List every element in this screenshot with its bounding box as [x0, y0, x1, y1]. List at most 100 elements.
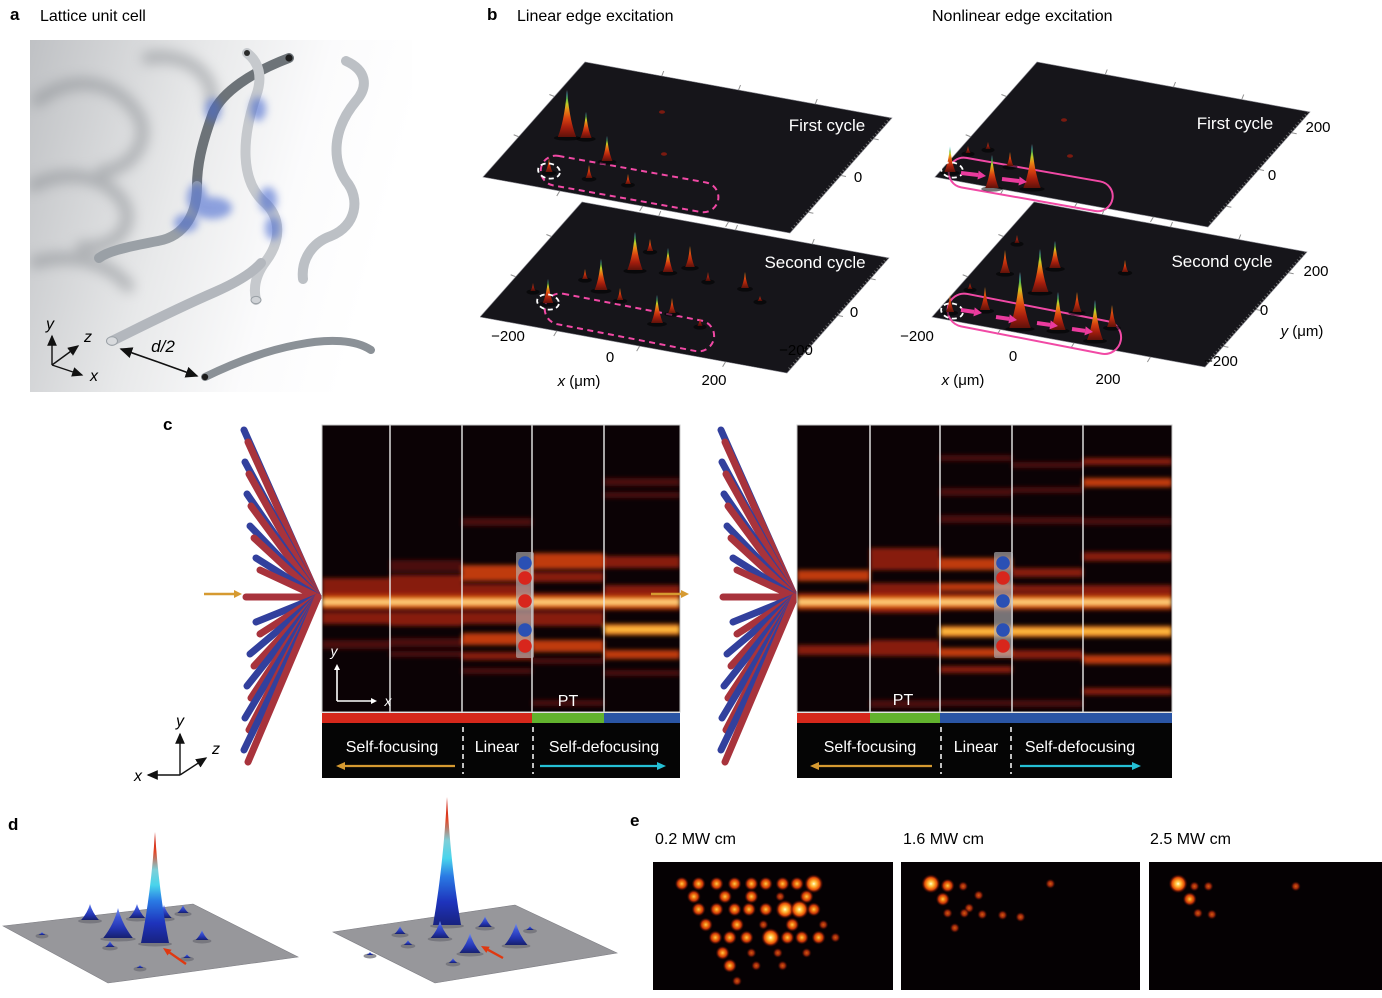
peak-shadow — [541, 170, 557, 176]
lattice-site-dot — [949, 922, 960, 933]
transport-arrow-head — [1084, 326, 1093, 336]
lattice-site-dot — [744, 876, 759, 891]
peak-shadow — [526, 289, 540, 295]
panel-a-label: a — [10, 5, 20, 24]
intensity-peak — [757, 296, 763, 301]
intensity-peak — [945, 295, 955, 312]
transport-arrow-head — [1018, 176, 1027, 186]
plane-tick — [636, 345, 641, 352]
site-dot-red — [996, 639, 1010, 653]
lattice-site-dot — [1189, 881, 1200, 892]
plane-tick — [1146, 356, 1151, 363]
surface-peak — [177, 905, 189, 913]
heatmap-border — [796, 424, 1173, 713]
lattice-site-dot — [742, 902, 756, 917]
heatmap-band — [532, 658, 604, 664]
intensity-peak — [1087, 300, 1103, 340]
plot-linear-first-cycle: First cycle 0 — [482, 61, 893, 234]
nonlinearity-bar-green — [870, 713, 940, 723]
intensity-peak — [646, 239, 654, 251]
lattice-site-dot — [1206, 909, 1217, 920]
intensity-dot — [661, 152, 667, 156]
surface-peak — [478, 916, 492, 927]
surface-peak — [459, 933, 481, 953]
peak-shadow — [1117, 270, 1133, 276]
heatmap-band-core — [604, 627, 680, 632]
plane-tick — [1170, 221, 1173, 228]
waveguide-fan — [240, 426, 322, 766]
power-scan-images — [653, 862, 1382, 990]
lattice-site-dot — [959, 908, 970, 919]
plot-linear-second-cycle: Second cycle 0 −200 −200 0 200 x (μm) — [480, 201, 890, 390]
intensity-peak — [1014, 235, 1020, 243]
lattice-site-dot — [746, 947, 757, 958]
axis-c-y-label: y — [175, 713, 185, 730]
intensity-peak — [616, 288, 624, 300]
lattice-site-dot — [718, 889, 732, 904]
heatmap-band — [1012, 487, 1083, 493]
surface-peak — [81, 904, 99, 920]
heatmap-band — [940, 648, 1012, 657]
plane-fringe — [791, 117, 891, 230]
peak-shadow — [35, 933, 49, 939]
transport-arrow — [960, 308, 975, 314]
x-tick-label: 200 — [701, 372, 726, 389]
heatmap-band — [322, 578, 390, 596]
transport-arrow-head — [1049, 320, 1058, 330]
heatmap-band — [1012, 650, 1083, 659]
lattice-site-dot — [691, 876, 706, 891]
panel-e-caption-3: 2.5 MW cm — [1150, 831, 1231, 848]
heatmap-band — [390, 612, 462, 626]
heatmap-band — [1083, 552, 1172, 561]
heatmap-band — [390, 651, 462, 657]
excitation-site-arrow-head — [481, 946, 490, 953]
intensity-peak — [542, 279, 554, 303]
heatmap-band — [870, 700, 940, 708]
heatmap-x-label: x — [384, 693, 393, 709]
plane-tick — [546, 234, 552, 237]
lattice-site-dot — [775, 876, 790, 891]
lattice-site-dot — [686, 889, 701, 904]
heatmap-band — [1083, 458, 1172, 465]
y-tick-label: −200 — [1204, 353, 1238, 370]
nonlinearity-bar-red — [322, 713, 532, 723]
tube-end-caps — [106, 50, 293, 381]
cycle-label: Second cycle — [1171, 252, 1272, 271]
intensity-peak — [965, 146, 971, 153]
lattice-site-dot — [973, 890, 984, 901]
surface-peak — [394, 926, 406, 934]
heatmap-band — [1083, 518, 1172, 525]
intensity-peak — [1049, 241, 1061, 268]
heatmap-band — [797, 570, 870, 581]
lattice-site-dot — [1015, 912, 1026, 923]
intensity-peak — [979, 287, 991, 310]
lattice-site-dot — [804, 874, 824, 894]
transport-arrow-head — [973, 307, 982, 317]
surface-peak — [366, 952, 374, 955]
plane-tick — [808, 211, 814, 214]
plane-tick — [658, 210, 662, 217]
y-tick-label: 200 — [1303, 263, 1328, 280]
heatmap-band-core — [1083, 629, 1172, 634]
lattice-site-dot — [709, 876, 724, 891]
excitation-site-arrow-head — [163, 948, 172, 956]
surface-peak — [136, 965, 144, 968]
spacing-annotation — [119, 347, 199, 378]
lattice-site-dot — [785, 917, 800, 932]
heatmap-band — [532, 612, 604, 626]
x-tick-label: 0 — [606, 349, 614, 366]
surface-plot-right — [332, 797, 619, 984]
lattice-site-dot — [751, 960, 762, 971]
surface-peak — [403, 940, 413, 945]
intensity-peak — [697, 318, 703, 326]
plane-fringe — [1206, 251, 1306, 364]
heatmap-band — [604, 650, 680, 659]
surface-peak — [526, 926, 534, 930]
axis-c-z-label: z — [211, 741, 220, 758]
peak-shadow — [578, 277, 592, 283]
self-focusing-label: Self-focusing — [824, 739, 917, 756]
lattice-site-dot — [775, 891, 786, 902]
lattice-site-dot — [758, 876, 773, 891]
heatmap-band — [462, 565, 532, 581]
lattice-site-dot — [818, 919, 829, 930]
